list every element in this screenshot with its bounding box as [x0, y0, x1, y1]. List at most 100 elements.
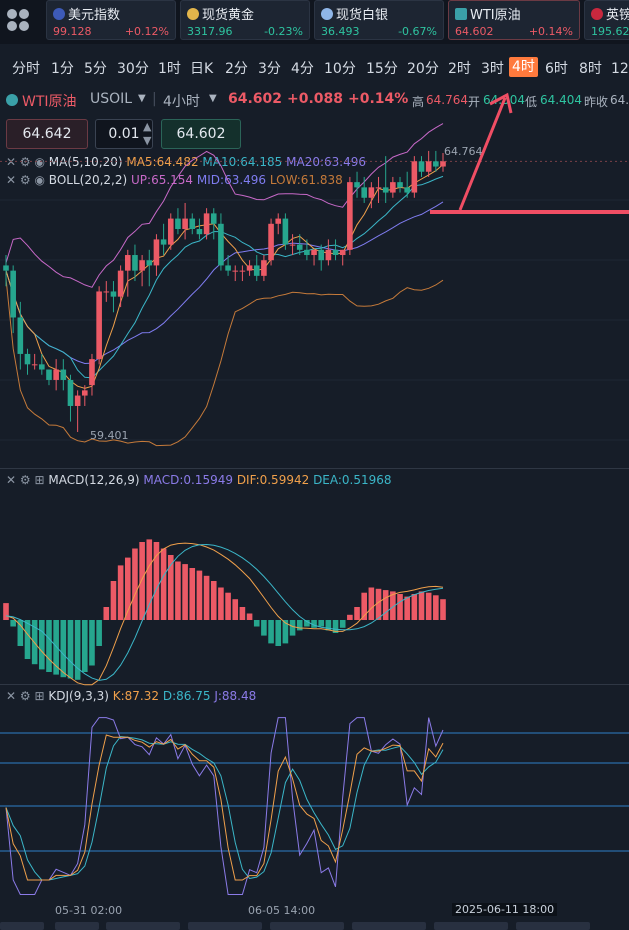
silver-icon: [321, 8, 333, 20]
kdj-k-value: K:87.32: [112, 689, 160, 703]
boll-upper-line: [5, 123, 444, 288]
period-tab[interactable]: 8时: [579, 61, 602, 77]
candle-body: [103, 291, 110, 293]
close-icon[interactable]: ✕: [6, 173, 17, 187]
settings-icon[interactable]: ⚙: [19, 473, 31, 487]
period-tab[interactable]: 分时: [12, 61, 40, 77]
kdj-d-line: [5, 735, 444, 881]
oil-icon: [6, 94, 18, 106]
plus-box-icon[interactable]: ⊞: [34, 689, 45, 703]
close-icon[interactable]: ✕: [6, 689, 17, 703]
toolbar-button[interactable]: [188, 922, 262, 930]
macd-bar: [354, 607, 360, 620]
oil-icon: [455, 8, 467, 20]
period-tab[interactable]: 12时: [611, 61, 629, 77]
quote-line: WTI原油 USOIL ▼ | 4小时 ▼ 64.602 +0.088 +0.1…: [0, 88, 629, 112]
high-price-label: 64.764: [444, 145, 483, 158]
toolbar-button[interactable]: [516, 922, 590, 930]
period-tab[interactable]: 日K: [190, 61, 214, 77]
period-tab[interactable]: 4时: [509, 57, 538, 77]
period-tab[interactable]: 2时: [448, 61, 471, 77]
quote-interval[interactable]: 4小时: [163, 94, 200, 110]
macd-bar: [89, 620, 95, 666]
macd-bar: [375, 588, 382, 620]
ticker-price: 36.493: [321, 25, 360, 38]
kdj-name: KDJ(9,3,3): [48, 689, 109, 703]
quote-price: 64.602: [228, 91, 283, 107]
toolbar-button[interactable]: [434, 922, 508, 930]
ma20-value: MA20:63.496: [286, 155, 366, 169]
close-icon[interactable]: ✕: [6, 155, 17, 169]
symbol-dropdown-icon[interactable]: ▼: [138, 93, 146, 104]
ticker-spot-gold[interactable]: 现货黄金 3317.96 -0.23%: [180, 0, 310, 40]
pane-divider: [0, 468, 629, 469]
lot-input[interactable]: 0.01: [95, 119, 153, 149]
macd-bar: [218, 587, 224, 620]
boll-low-value: LOW:61.838: [269, 173, 343, 187]
period-tab[interactable]: 6时: [545, 61, 568, 77]
kdj-k-line: [5, 734, 444, 881]
period-tab[interactable]: 20分: [407, 61, 439, 77]
candle-body: [282, 218, 289, 245]
menu-grid-icon[interactable]: [6, 8, 36, 38]
macd-bar: [361, 592, 367, 620]
macd-bar: [189, 568, 196, 620]
prev-close-value: 64.5: [610, 93, 629, 107]
sell-price-box[interactable]: 64.642: [6, 119, 88, 149]
candle-body: [253, 265, 260, 276]
ticker-gbp[interactable]: 英镑 195.62: [584, 0, 629, 40]
quote-symbol[interactable]: USOIL: [90, 91, 133, 107]
buy-price-box[interactable]: 64.602: [161, 119, 241, 149]
candle-body: [275, 218, 282, 224]
settings-icon[interactable]: ⚙: [19, 173, 31, 187]
macd-bar: [304, 620, 310, 627]
ticker-spot-silver[interactable]: 现货白银 36.493 -0.67%: [314, 0, 444, 40]
candle-body: [318, 249, 325, 261]
candle-body: [203, 213, 210, 235]
interval-dropdown-icon[interactable]: ▼: [209, 93, 217, 104]
candle-body: [110, 291, 117, 297]
period-tab[interactable]: 10分: [324, 61, 356, 77]
period-tab[interactable]: 3分: [258, 61, 281, 77]
period-tab[interactable]: 15分: [366, 61, 398, 77]
period-tab[interactable]: 30分: [117, 61, 149, 77]
plus-box-icon[interactable]: ⊞: [34, 473, 45, 487]
macd-bar: [117, 565, 124, 620]
period-tab[interactable]: 5分: [84, 61, 107, 77]
macd-bar: [103, 607, 110, 620]
low-value: 64.404: [540, 93, 582, 107]
toolbar-button[interactable]: [106, 922, 180, 930]
toolbar-button[interactable]: [352, 922, 426, 930]
period-tab[interactable]: 1时: [158, 61, 181, 77]
eye-icon[interactable]: ◉: [34, 155, 45, 169]
toolbar-button[interactable]: [270, 922, 344, 930]
macd-legend: ✕ ⚙ ⊞ MACD(12,26,9) MACD:0.15949 DIF:0.5…: [6, 473, 392, 487]
ticker-usd-index[interactable]: 美元指数 99.128 +0.12%: [46, 0, 176, 40]
period-tab[interactable]: 2分: [225, 61, 248, 77]
ticker-wti-oil[interactable]: WTI原油 64.602 +0.14%: [448, 0, 580, 40]
settings-icon[interactable]: ⚙: [19, 155, 31, 169]
lot-increment-icon[interactable]: ▲: [143, 120, 152, 133]
quote-name[interactable]: WTI原油: [22, 94, 77, 110]
us-flag-icon: [53, 8, 65, 20]
macd-bar: [132, 548, 138, 620]
toolbar-button[interactable]: [0, 922, 44, 930]
candle-body: [117, 270, 124, 297]
ticker-price: 195.62: [591, 25, 629, 38]
toolbar-button[interactable]: [55, 922, 99, 930]
period-tab[interactable]: 4分: [291, 61, 314, 77]
ticker-change: -0.23%: [264, 25, 303, 38]
macd-bar: [17, 620, 24, 646]
candle-body: [433, 161, 439, 167]
period-tab[interactable]: 3时: [481, 61, 504, 77]
ticker-change: -0.67%: [398, 25, 437, 38]
close-icon[interactable]: ✕: [6, 473, 17, 487]
settings-icon[interactable]: ⚙: [19, 689, 31, 703]
period-tab[interactable]: 1分: [51, 61, 74, 77]
lot-decrement-icon[interactable]: ▼: [143, 134, 152, 147]
ticker-name: 美元指数: [68, 8, 121, 23]
eye-icon[interactable]: ◉: [34, 173, 45, 187]
candle-body: [311, 249, 317, 256]
macd-bar: [146, 539, 153, 620]
